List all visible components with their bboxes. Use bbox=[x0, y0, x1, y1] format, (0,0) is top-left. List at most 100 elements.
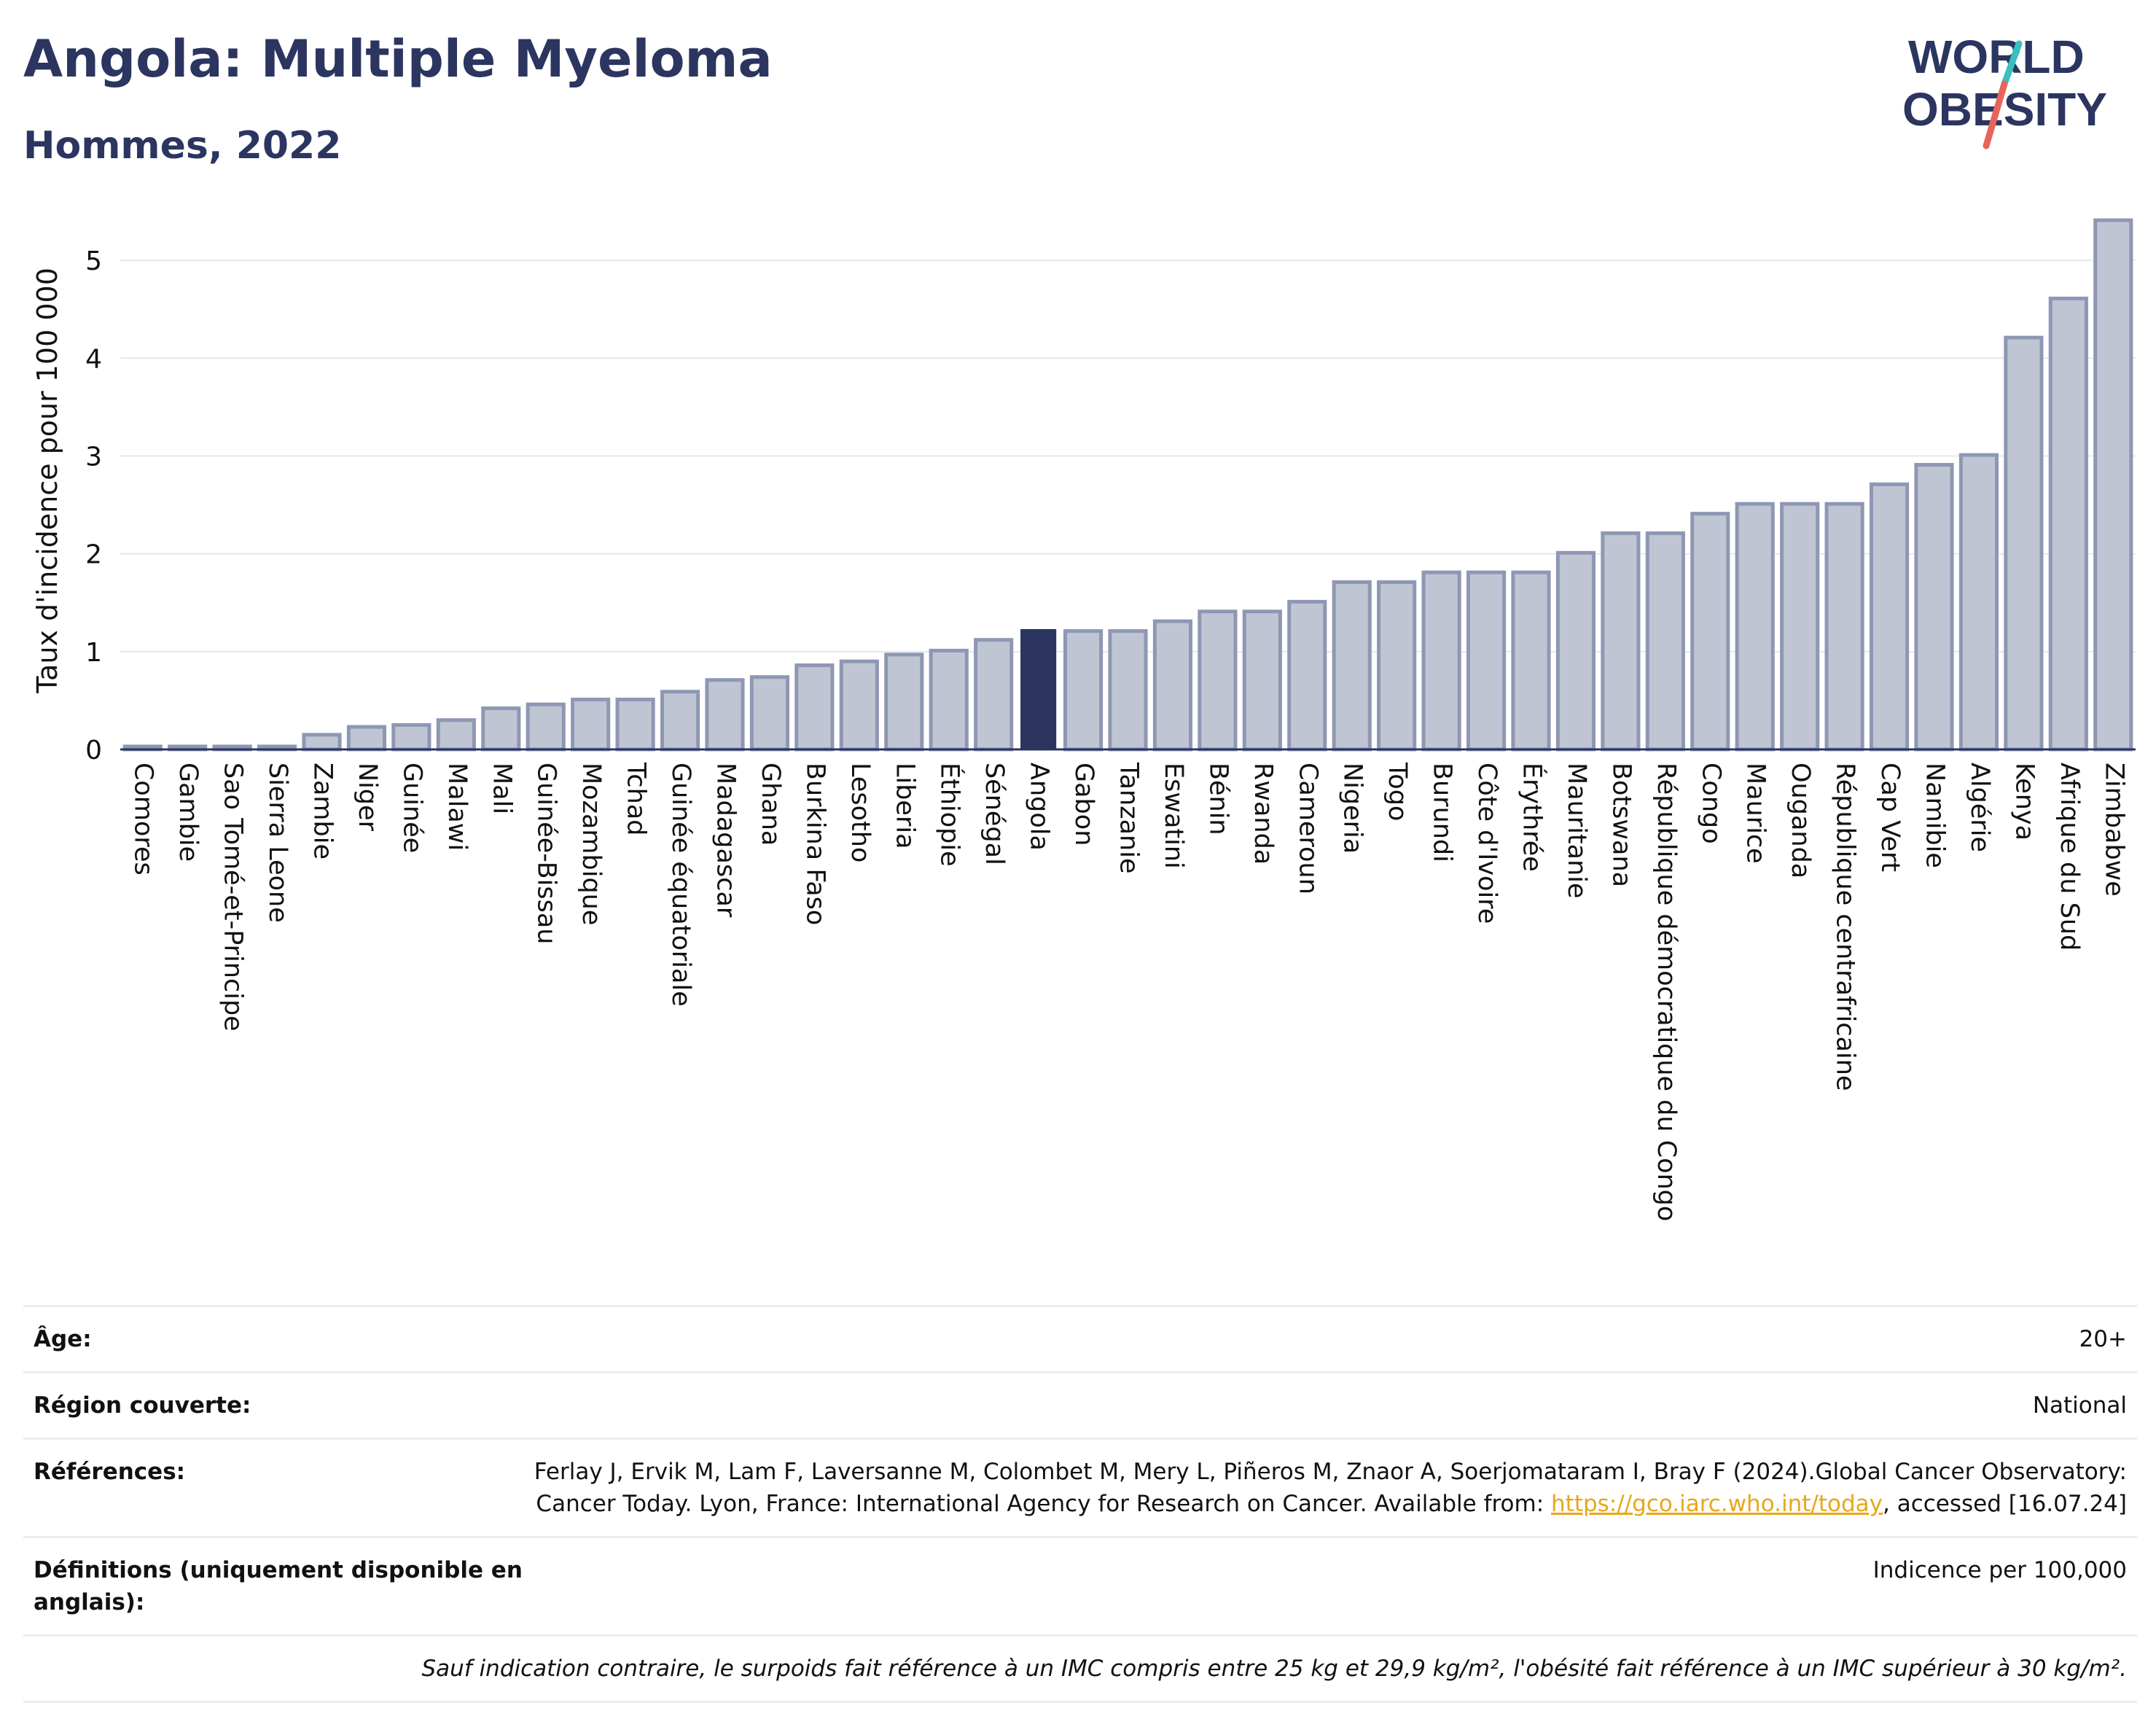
references-link[interactable]: https://gco.iarc.who.int/today bbox=[1551, 1491, 1883, 1517]
bar-37 bbox=[1780, 502, 1820, 752]
bar-14 bbox=[749, 675, 790, 752]
bar-24 bbox=[1198, 609, 1238, 752]
bar-42 bbox=[2004, 335, 2044, 752]
x-tick-label: Eswatini bbox=[1159, 763, 1188, 869]
bar-8 bbox=[481, 706, 521, 752]
references-row: Références: Ferlay J, Ervik M, Lam F, La… bbox=[23, 1438, 2137, 1536]
y-tick-label: 5 bbox=[85, 246, 102, 276]
x-tick-label: Madagascar bbox=[711, 763, 741, 918]
x-tick-label: Ghana bbox=[756, 763, 785, 846]
x-tick-label: Rwanda bbox=[1249, 763, 1278, 865]
bar-26 bbox=[1287, 599, 1327, 752]
x-tick-label: Congo bbox=[1696, 763, 1725, 844]
bar-9 bbox=[526, 702, 566, 752]
bar-6 bbox=[391, 722, 431, 752]
region-value: National bbox=[2032, 1392, 2127, 1419]
y-tick-label: 1 bbox=[85, 638, 102, 668]
bar-7 bbox=[436, 718, 476, 752]
x-tick-label: Guinée équatoriale bbox=[666, 763, 695, 1007]
references-label: Références: bbox=[34, 1459, 186, 1485]
x-tick-label: Kenya bbox=[2009, 763, 2039, 841]
note-row: Sauf indication contraire, le surpoids f… bbox=[23, 1634, 2137, 1703]
y-tick-label: 2 bbox=[85, 540, 102, 570]
bar-10 bbox=[571, 698, 611, 752]
x-tick-label: République démocratique du Congo bbox=[1652, 763, 1681, 1221]
bar-39 bbox=[1869, 482, 1910, 752]
references-suffix: , accessed [16.07.24] bbox=[1882, 1491, 2127, 1517]
page-subtitle: Hommes, 2022 bbox=[23, 124, 342, 168]
definitions-label: Définitions (uniquement disponible en an… bbox=[34, 1557, 523, 1615]
info-table: Âge: 20+ Région couverte: National Référ… bbox=[23, 1305, 2137, 1703]
bar-35 bbox=[1690, 512, 1730, 752]
bar-34 bbox=[1645, 531, 1685, 752]
bar-11 bbox=[615, 698, 655, 752]
x-tick-label: Éthiopie bbox=[935, 763, 966, 867]
x-tick-label: Sierra Leone bbox=[263, 763, 292, 923]
x-tick-label: Gabon bbox=[1069, 763, 1098, 846]
y-axis-ticks: 0 1 2 3 4 5 bbox=[85, 246, 102, 765]
y-tick-label: 4 bbox=[85, 344, 102, 374]
bar-31 bbox=[1511, 570, 1551, 752]
bar-4 bbox=[302, 733, 342, 752]
x-tick-label: Botswana bbox=[1606, 763, 1636, 887]
x-tick-label: Gambie bbox=[173, 763, 203, 862]
x-tick-label: Tanzanie bbox=[1114, 762, 1144, 873]
bar-33 bbox=[1601, 531, 1641, 752]
definitions-value: Indicence per 100,000 bbox=[1872, 1557, 2127, 1583]
bar-44 bbox=[2093, 218, 2133, 752]
bar-16 bbox=[839, 659, 879, 752]
bar-29 bbox=[1421, 570, 1461, 752]
x-tick-label: Mali bbox=[487, 763, 516, 814]
region-row: Région couverte: National bbox=[23, 1371, 2137, 1438]
bar-25 bbox=[1242, 609, 1282, 752]
region-label: Région couverte: bbox=[34, 1392, 251, 1419]
bar-20 bbox=[1020, 628, 1057, 749]
x-axis-ticks: Comores Gambie Sao Tomé-et-Principe Sierra … bbox=[129, 762, 2129, 1221]
references-text: Ferlay J, Ervik M, Lam F, Laversanne M, … bbox=[534, 1459, 2127, 1517]
bar-43 bbox=[2048, 296, 2088, 752]
bar-18 bbox=[929, 648, 969, 752]
x-tick-label: Malawi bbox=[442, 763, 472, 851]
note-text: Sauf indication contraire, le surpoids f… bbox=[421, 1656, 2127, 1682]
x-tick-label: Bénin bbox=[1203, 763, 1233, 835]
bar-19 bbox=[974, 638, 1014, 752]
definitions-row: Définitions (uniquement disponible en an… bbox=[23, 1536, 2137, 1634]
x-tick-label: Zambie bbox=[308, 763, 337, 859]
bar-41 bbox=[1958, 453, 1999, 752]
x-tick-label: Cameroun bbox=[1293, 763, 1322, 894]
x-tick-label: Nigeria bbox=[1338, 763, 1367, 854]
x-tick-label: Namibie bbox=[1921, 763, 1950, 868]
x-tick-label: Angola bbox=[1025, 763, 1054, 851]
bar-13 bbox=[705, 678, 745, 752]
x-tick-label: Liberia bbox=[890, 763, 919, 849]
x-tick-label: Afrique du Sud bbox=[2055, 763, 2084, 951]
x-tick-label: Lesotho bbox=[845, 763, 875, 862]
bar-17 bbox=[884, 652, 924, 752]
logo-slash-bottom bbox=[1983, 80, 2008, 149]
bar-23 bbox=[1152, 619, 1193, 752]
x-tick-label: Sénégal bbox=[980, 763, 1009, 865]
world-obesity-logo: WORLD OBESITY bbox=[1902, 31, 2107, 149]
x-tick-label: Érythrée bbox=[1518, 763, 1548, 872]
references-value: Ferlay J, Ervik M, Lam F, Laversanne M, … bbox=[529, 1456, 2127, 1520]
x-tick-label: Zimbabwe bbox=[2099, 763, 2128, 897]
x-tick-label: Ouganda bbox=[1786, 763, 1815, 878]
x-tick-label: Maurice bbox=[1741, 763, 1770, 864]
bar-5 bbox=[346, 725, 387, 752]
age-value: 20+ bbox=[2079, 1326, 2127, 1352]
x-tick-label: Mozambique bbox=[577, 763, 606, 925]
x-tick-label: Guinée bbox=[397, 763, 426, 853]
x-tick-label: Guinée-Bissau bbox=[532, 763, 561, 945]
y-tick-label: 0 bbox=[85, 736, 102, 765]
bar-chart: 0 1 2 3 4 5 Comores Gambie Sao Tomé-et-Principe… bbox=[31, 218, 2136, 1221]
bar-12 bbox=[660, 690, 700, 752]
bar-28 bbox=[1377, 580, 1417, 752]
bar-40 bbox=[1914, 463, 1954, 752]
x-tick-label: Mauritanie bbox=[1562, 763, 1591, 899]
bar-32 bbox=[1555, 550, 1596, 752]
x-tick-label: Burkina Faso bbox=[800, 763, 829, 925]
bar-21 bbox=[1063, 629, 1104, 752]
x-tick-label: Algérie bbox=[1965, 763, 1994, 852]
page-title: Angola: Multiple Myeloma bbox=[23, 29, 773, 89]
x-tick-label: Burundi bbox=[1428, 763, 1457, 862]
